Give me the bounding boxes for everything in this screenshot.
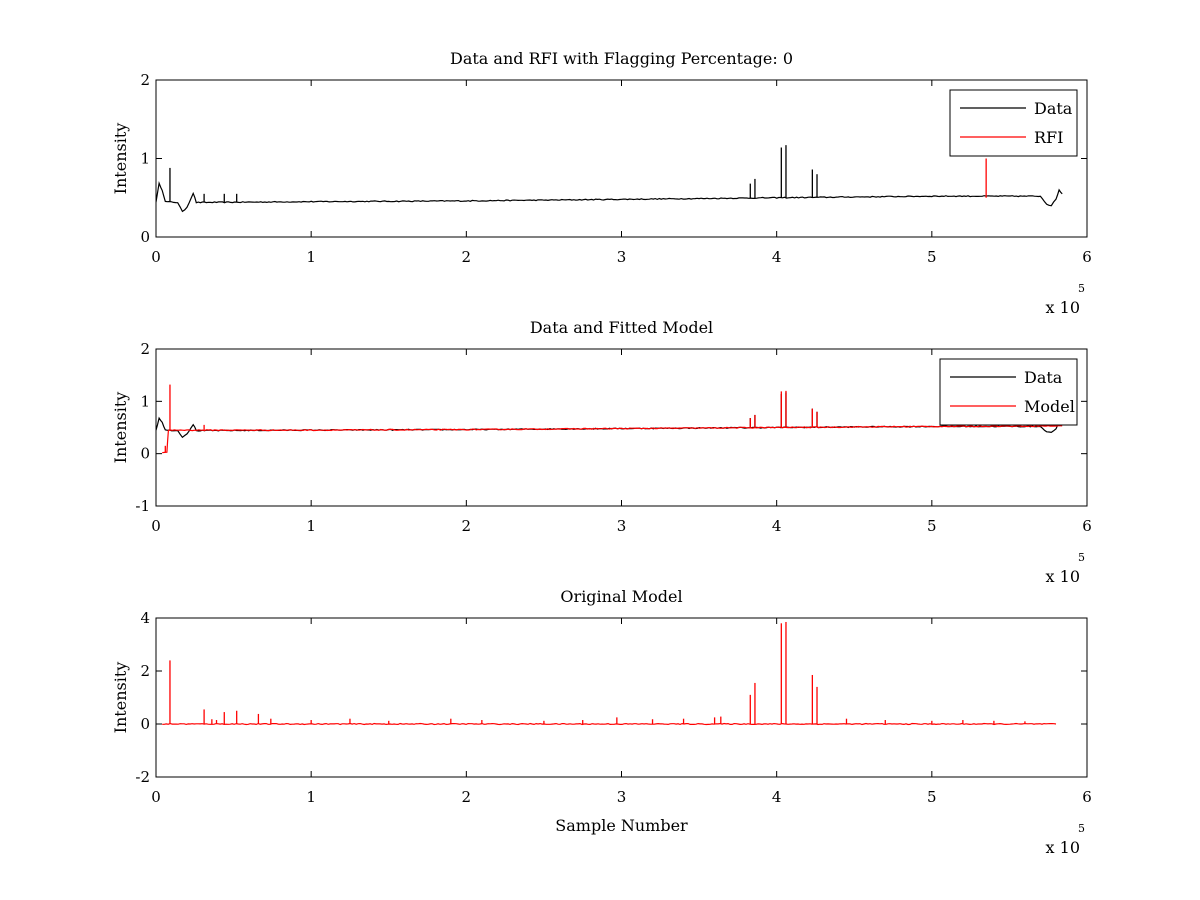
series-line-data — [156, 416, 1060, 439]
x-tick-label: 4 — [772, 248, 782, 266]
x-tick-label: 1 — [306, 517, 316, 535]
y-axis-label: Intensity — [111, 662, 130, 734]
legend-label: RFI — [1034, 128, 1063, 147]
x-multiplier-exponent: 5 — [1078, 282, 1085, 295]
y-tick-label: 1 — [140, 150, 150, 168]
x-multiplier-exponent: 5 — [1078, 822, 1085, 835]
x-axis-label: Sample Number — [555, 816, 688, 835]
chart-panel-1: 0 1 2 3 4 5 6 0 1 2 Data and RFI with Flagging Per… — [111, 49, 1092, 317]
x-tick-label: 3 — [617, 248, 627, 266]
y-tick-label: 2 — [140, 71, 150, 89]
y-tick-label: 2 — [140, 340, 150, 358]
y-axis-label: Intensity — [111, 392, 130, 464]
x-multiplier-label: x 10 — [1046, 298, 1080, 317]
legend-label: Data — [1024, 368, 1063, 387]
x-tick-label: 4 — [772, 788, 782, 806]
x-tick-label: 1 — [306, 248, 316, 266]
x-tick-label: 4 — [772, 517, 782, 535]
series-group — [156, 384, 1063, 454]
y-tick-label: 4 — [140, 609, 150, 627]
legend: Data RFI — [949, 89, 1078, 157]
x-tick-label: 5 — [927, 248, 937, 266]
x-tick-label: 0 — [151, 788, 161, 806]
x-tick-label: 2 — [462, 517, 472, 535]
y-tick-label: 1 — [140, 392, 150, 410]
series-line-model — [162, 424, 1063, 454]
x-tick-label: 2 — [462, 788, 472, 806]
y-tick-label: -1 — [135, 497, 150, 515]
y-axis-label: Intensity — [111, 123, 130, 195]
x-tick-label: 0 — [151, 248, 161, 266]
plot-area — [155, 617, 1088, 778]
x-multiplier-label: x 10 — [1046, 567, 1080, 586]
chart-title: Data and Fitted Model — [530, 318, 713, 337]
series-line-model — [162, 722, 1057, 726]
legend-label: Model — [1024, 397, 1075, 416]
x-tick-label: 0 — [151, 517, 161, 535]
x-tick-label: 3 — [617, 517, 627, 535]
legend: Data Model — [939, 358, 1078, 426]
chart-title: Original Model — [560, 587, 682, 606]
chart-title: Data and RFI with Flagging Percentage: 0 — [450, 49, 793, 68]
x-tick-label: 6 — [1082, 517, 1092, 535]
series-group — [156, 145, 1063, 213]
series-line-data — [156, 180, 1063, 213]
y-tick-label: -2 — [135, 768, 150, 786]
x-tick-label: 1 — [306, 788, 316, 806]
legend-box — [939, 358, 1078, 426]
x-tick-label: 5 — [927, 788, 937, 806]
x-multiplier-label: x 10 — [1046, 838, 1080, 857]
legend-label: Data — [1034, 99, 1073, 118]
y-tick-label: 0 — [140, 445, 150, 463]
series-group — [162, 621, 1057, 726]
legend-box — [949, 89, 1078, 157]
x-tick-label: 5 — [927, 517, 937, 535]
y-tick-label: 0 — [140, 715, 150, 733]
x-tick-label: 6 — [1082, 788, 1092, 806]
y-tick-label: 2 — [140, 662, 150, 680]
x-tick-label: 2 — [462, 248, 472, 266]
x-tick-label: 3 — [617, 788, 627, 806]
x-multiplier-exponent: 5 — [1078, 551, 1085, 564]
y-tick-label: 0 — [140, 228, 150, 246]
x-tick-label: 6 — [1082, 248, 1092, 266]
plot-area — [155, 79, 1088, 238]
